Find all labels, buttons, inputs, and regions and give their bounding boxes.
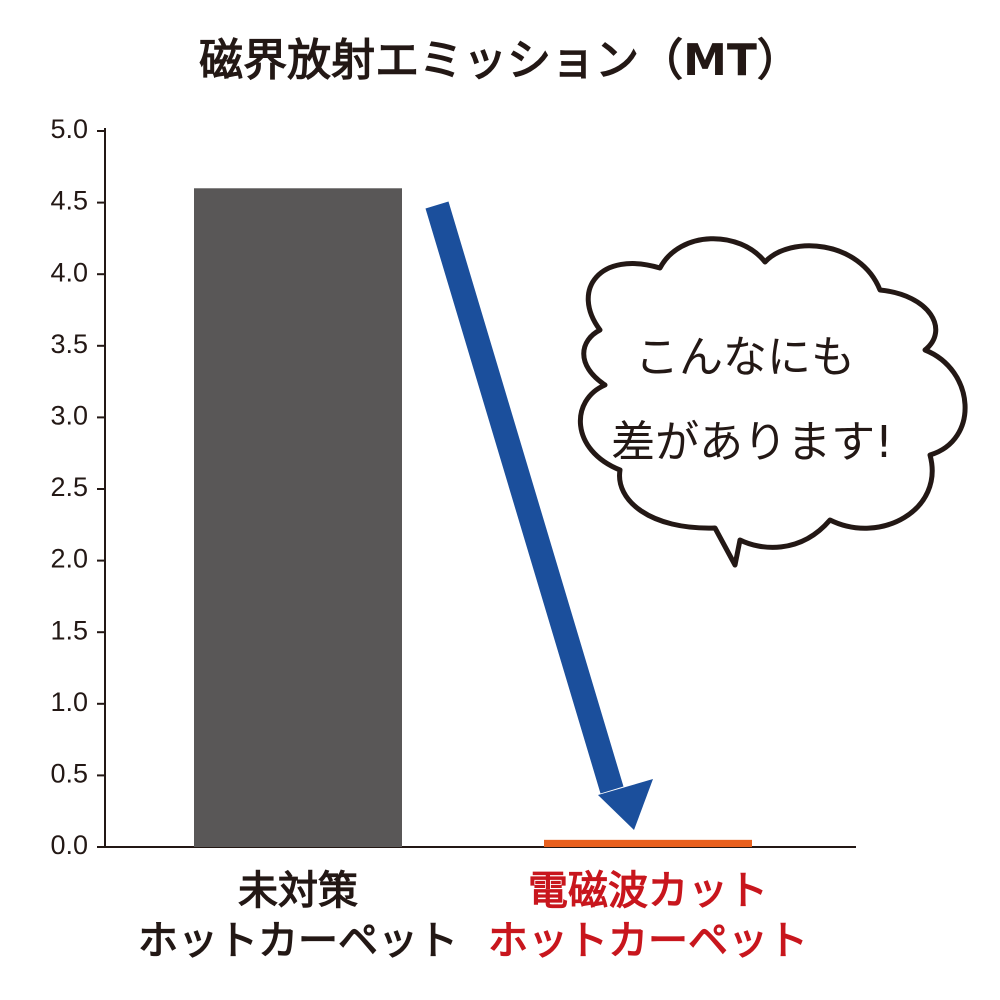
arrow-shaft (425, 201, 624, 794)
x-tick-label: ホットカーペット (138, 918, 458, 964)
y-tick-label: 3.0 (50, 401, 88, 431)
arrow-head (598, 779, 653, 830)
bar (194, 188, 402, 847)
bar (544, 839, 752, 847)
x-tick-label: 未対策 (238, 868, 358, 914)
arrow (425, 201, 653, 830)
chart-title: 磁界放射エミッション（MT） (199, 35, 801, 86)
annotation-line: こんなにも (635, 332, 855, 383)
y-tick-label: 1.0 (50, 687, 88, 717)
y-tick-label: 2.5 (50, 472, 88, 502)
y-tick-label: 3.5 (50, 329, 88, 359)
y-tick-label: 1.5 (50, 615, 88, 645)
y-tick-label: 5.0 (50, 114, 88, 144)
y-tick-label: 2.0 (50, 544, 88, 574)
y-tick-label: 0.0 (50, 830, 88, 860)
y-tick-label: 0.5 (50, 759, 88, 789)
y-tick-label: 4.5 (50, 186, 88, 216)
y-tick-label: 4.0 (50, 257, 88, 287)
x-tick-label: 電磁波カット (528, 868, 768, 914)
annotation-line: 差があります! (611, 417, 893, 468)
speech-bubble (578, 236, 968, 568)
x-tick-label: ホットカーペット (488, 918, 808, 964)
